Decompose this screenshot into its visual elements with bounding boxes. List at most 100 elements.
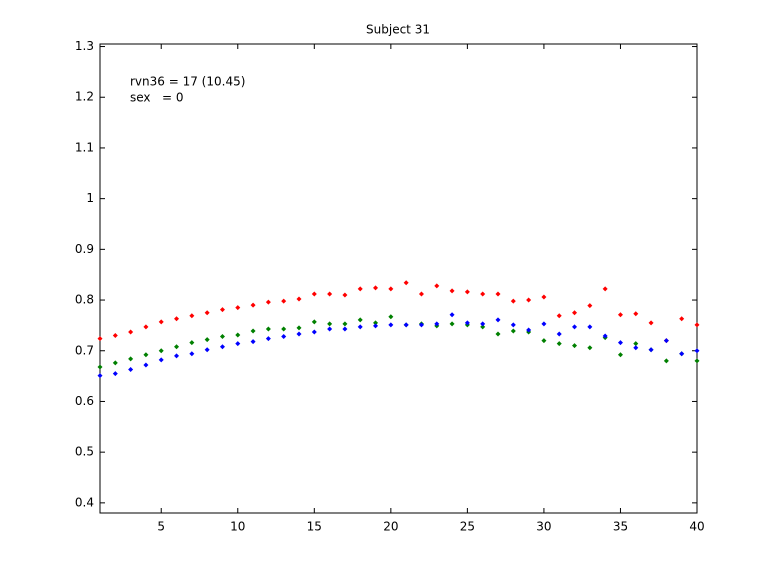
x-tick-label: 15 bbox=[307, 520, 322, 534]
y-tick-label: 0.5 bbox=[75, 445, 94, 459]
point bbox=[449, 321, 455, 327]
point bbox=[296, 325, 302, 331]
y-tick-label: 0.7 bbox=[75, 343, 94, 357]
point bbox=[265, 326, 271, 332]
point bbox=[556, 331, 562, 337]
point bbox=[281, 334, 287, 340]
point bbox=[510, 322, 516, 328]
point bbox=[694, 322, 700, 328]
point bbox=[342, 326, 348, 332]
annotation: rvn36 = 17 (10.45) bbox=[130, 75, 245, 89]
point bbox=[587, 324, 593, 330]
point bbox=[694, 358, 700, 364]
x-tick-label: 25 bbox=[460, 520, 475, 534]
point bbox=[617, 312, 623, 318]
y-tick-label: 0.6 bbox=[75, 394, 94, 408]
x-tick-label: 10 bbox=[230, 520, 245, 534]
point bbox=[464, 320, 470, 326]
point bbox=[219, 344, 225, 350]
point bbox=[327, 321, 333, 327]
point bbox=[663, 358, 669, 364]
point bbox=[281, 326, 287, 332]
point bbox=[633, 341, 639, 347]
point bbox=[219, 307, 225, 313]
point bbox=[633, 345, 639, 351]
point bbox=[143, 362, 149, 368]
point bbox=[357, 324, 363, 330]
point bbox=[648, 347, 654, 353]
point bbox=[480, 291, 486, 297]
x-tick-label: 20 bbox=[383, 520, 398, 534]
point bbox=[158, 357, 164, 363]
point bbox=[128, 367, 134, 373]
point bbox=[480, 324, 486, 330]
point bbox=[143, 324, 149, 330]
point bbox=[418, 322, 424, 328]
point bbox=[174, 353, 180, 359]
point bbox=[434, 283, 440, 289]
point bbox=[464, 289, 470, 295]
y-tick-label: 1.3 bbox=[75, 39, 94, 53]
point bbox=[495, 317, 501, 323]
point bbox=[235, 332, 241, 338]
point bbox=[480, 321, 486, 327]
point bbox=[204, 347, 210, 353]
x-tick-label: 40 bbox=[689, 520, 704, 534]
point bbox=[112, 371, 118, 377]
point bbox=[617, 352, 623, 358]
point bbox=[296, 296, 302, 302]
point bbox=[143, 352, 149, 358]
point bbox=[449, 312, 455, 318]
point bbox=[174, 316, 180, 322]
point bbox=[373, 285, 379, 291]
point bbox=[572, 310, 578, 316]
point bbox=[526, 327, 532, 333]
point bbox=[373, 323, 379, 329]
point bbox=[572, 324, 578, 330]
point bbox=[403, 322, 409, 328]
point bbox=[541, 338, 547, 344]
x-tick-label: 30 bbox=[536, 520, 551, 534]
annotation: sex = 0 bbox=[130, 91, 183, 105]
y-tick-label: 1.1 bbox=[75, 140, 94, 154]
point bbox=[403, 280, 409, 286]
point bbox=[97, 373, 103, 379]
point bbox=[510, 328, 516, 334]
point bbox=[296, 331, 302, 337]
point bbox=[204, 337, 210, 343]
point bbox=[694, 348, 700, 354]
point bbox=[587, 303, 593, 309]
point bbox=[342, 321, 348, 327]
point bbox=[327, 326, 333, 332]
point bbox=[265, 336, 271, 342]
point bbox=[663, 338, 669, 344]
plot-box bbox=[99, 43, 698, 514]
point bbox=[311, 329, 317, 335]
point bbox=[311, 319, 317, 325]
y-tick-label: 1 bbox=[86, 191, 94, 205]
point bbox=[189, 351, 195, 357]
x-tick-label: 35 bbox=[613, 520, 628, 534]
point bbox=[373, 320, 379, 326]
point bbox=[541, 321, 547, 327]
point bbox=[250, 302, 256, 308]
point bbox=[602, 333, 608, 339]
point bbox=[633, 311, 639, 317]
point bbox=[648, 320, 654, 326]
point bbox=[495, 291, 501, 297]
y-tick-label: 0.9 bbox=[75, 242, 94, 256]
point bbox=[250, 328, 256, 334]
point bbox=[572, 343, 578, 349]
point bbox=[250, 339, 256, 345]
point bbox=[388, 314, 394, 320]
point bbox=[128, 329, 134, 335]
point bbox=[265, 299, 271, 305]
point bbox=[617, 340, 623, 346]
point bbox=[342, 292, 348, 298]
chart-title: Subject 31 bbox=[366, 23, 430, 37]
point bbox=[526, 297, 532, 303]
y-tick-label: 0.8 bbox=[75, 293, 94, 307]
point bbox=[327, 291, 333, 297]
point bbox=[388, 322, 394, 328]
point bbox=[204, 310, 210, 316]
